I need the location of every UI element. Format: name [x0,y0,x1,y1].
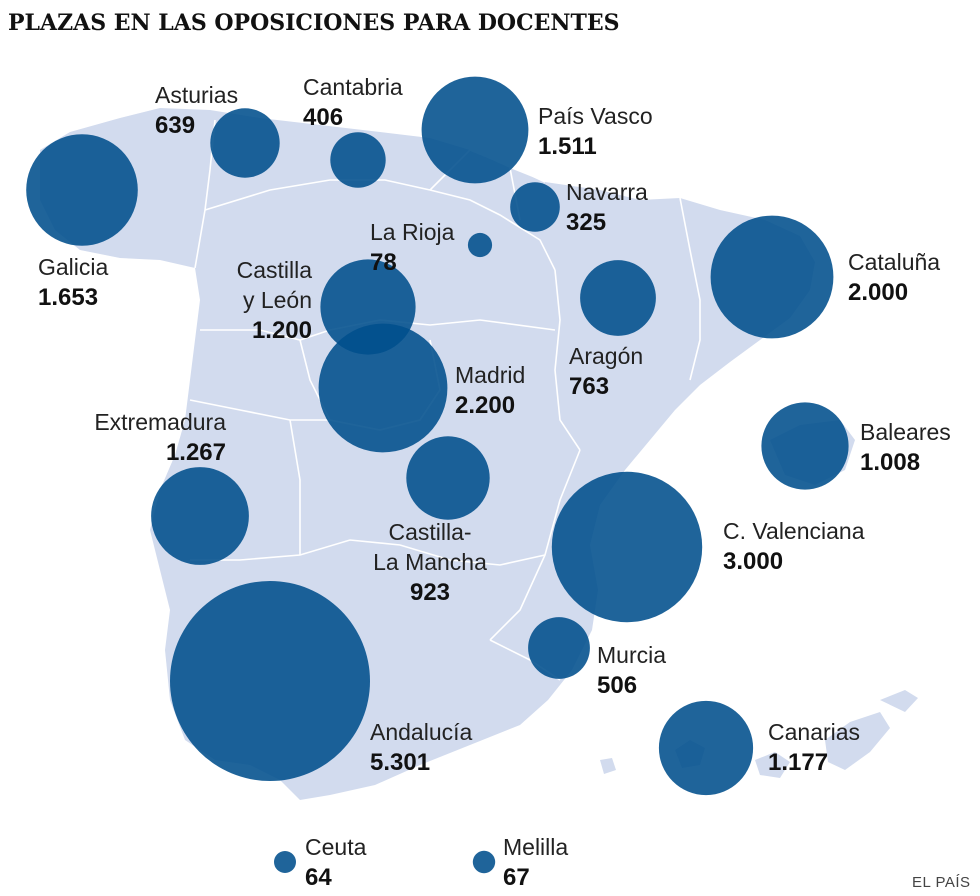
bubble-c-valenciana [551,471,703,623]
label-value-baleares: 1.008 [860,449,920,476]
label-name-ceuta: Ceuta [305,834,367,860]
label-name-castilla-y-leon: Castilla [237,257,313,283]
label-value-navarra: 325 [566,209,606,236]
bubble-asturias [210,108,280,178]
label-name-castilla-la-mancha: Castilla- [388,519,471,545]
bubble-cataluna [710,215,834,339]
label-value-cataluna: 2.000 [848,279,908,306]
label-value-murcia: 506 [597,672,637,699]
label-value-asturias: 639 [155,112,195,139]
bubble-la-rioja [467,232,493,258]
label-name-melilla: Melilla [503,834,568,860]
bubble-castilla-la-mancha [406,436,490,520]
label-name-extremadura: Extremadura [94,409,226,435]
label-value-c-valenciana: 3.000 [723,548,783,575]
label-name-galicia: Galicia [38,254,109,280]
bubble-andalucia [170,581,370,781]
bubble-ceuta [274,851,296,873]
canarias-shape [825,712,890,770]
bubble-cantabria [330,132,386,188]
label-name-canarias: Canarias [768,719,860,745]
label-value-pais-vasco: 1.511 [538,133,597,160]
label-value-castilla-la-mancha: 923 [410,579,450,606]
label-value-aragon: 763 [569,373,609,400]
bubble-pais-vasco [421,76,529,184]
label-name-pais-vasco: País Vasco [538,103,653,129]
label-value-galicia: 1.653 [38,284,98,311]
label-value-andalucia: 5.301 [370,749,430,776]
label-value-melilla: 67 [503,864,530,891]
bubble-aragon [580,260,656,336]
label-name-castilla-y-leon: y León [243,287,312,313]
label-name-baleares: Baleares [860,419,951,445]
label-value-ceuta: 64 [305,864,332,891]
label-value-cantabria: 406 [303,104,343,131]
label-name-la-rioja: La Rioja [370,219,455,245]
canarias-shape [880,690,918,712]
label-name-cantabria: Cantabria [303,74,403,100]
bubble-madrid [318,323,448,453]
bubbles [26,76,849,874]
canarias-shape [600,758,616,774]
label-value-la-rioja: 78 [370,249,397,276]
label-name-castilla-la-mancha: La Mancha [373,549,487,575]
canarias-shape [755,752,790,778]
bubble-canarias [658,700,754,796]
label-name-asturias: Asturias [155,82,238,108]
label-name-aragon: Aragón [569,343,643,369]
label-value-castilla-y-leon: 1.200 [252,317,312,344]
map-title: PLAZAS EN LAS OPOSICIONES PARA DOCENTES [8,10,620,36]
bubble-baleares [761,402,849,490]
label-name-madrid: Madrid [455,362,525,388]
source-credit: EL PAÍS [912,874,971,891]
label-value-madrid: 2.200 [455,392,515,419]
label-name-murcia: Murcia [597,642,666,668]
bubble-melilla [472,850,496,874]
bubble-extremadura [151,467,249,565]
label-name-cataluna: Cataluña [848,249,940,275]
label-value-extremadura: 1.267 [166,439,226,466]
bubble-navarra [510,182,560,232]
bubble-galicia [26,134,138,246]
bubble-murcia [528,617,590,679]
label-value-canarias: 1.177 [768,749,828,776]
label-name-c-valenciana: C. Valenciana [723,518,865,544]
label-name-navarra: Navarra [566,179,648,205]
labels: Asturias 639 Cantabria 406 País Vasco 1.511 Na… [38,74,951,891]
label-name-andalucia: Andalucía [370,719,473,745]
